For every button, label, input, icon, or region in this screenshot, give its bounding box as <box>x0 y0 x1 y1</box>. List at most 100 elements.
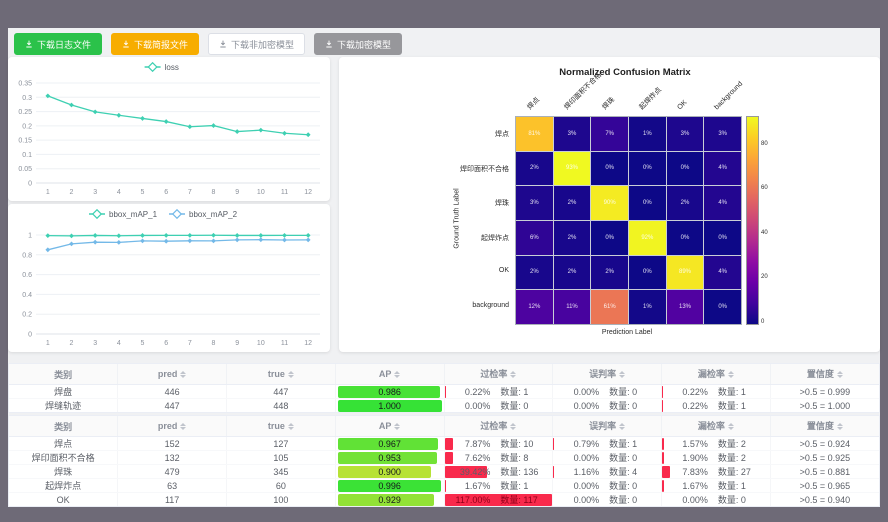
toolbar: 下载日志文件 下载简报文件 下载非加密模型 下载加密模型 <box>14 32 411 56</box>
cls-cell: 焊盘 <box>9 384 119 399</box>
table-row: 焊缝轨迹 447 448 1.000 0.00% 数量: 0 0.00% 数量: 0 0.22%… <box>9 398 879 412</box>
over-rate-cell: 39.42% 数量: 136 <box>444 464 554 479</box>
rate-quantity: 数量: 117 <box>500 495 538 505</box>
rate-quantity: 数量: 136 <box>500 467 539 477</box>
col-header-mis[interactable]: 误判率 <box>552 364 662 385</box>
col-header-conf[interactable]: 置信度 <box>770 416 879 437</box>
sort-caret-icon[interactable] <box>510 368 517 381</box>
col-header-true[interactable]: true <box>226 416 336 437</box>
svg-text:0: 0 <box>28 332 32 339</box>
rate-bar <box>444 479 447 492</box>
matrix-row-label: 焊点 <box>495 131 509 139</box>
data-point <box>258 233 264 238</box>
matrix-cell: 89% <box>666 255 704 290</box>
sort-caret-icon[interactable] <box>287 420 294 433</box>
data-point <box>305 132 311 138</box>
data-point <box>211 232 216 238</box>
app-window: 下载日志文件 下载简报文件 下载非加密模型 下载加密模型 0 0.05 0.1 0.15 0.… <box>8 28 880 507</box>
svg-text:1: 1 <box>46 189 50 196</box>
button-label: 下载非加密模型 <box>231 39 295 50</box>
col-header-ap[interactable]: AP <box>335 416 445 437</box>
miss-rate-cell: 7.83% 数量: 27 <box>661 464 771 479</box>
data-point <box>116 112 122 118</box>
svg-text:0.2: 0.2 <box>22 123 32 130</box>
sort-caret-icon[interactable] <box>180 368 187 381</box>
col-header-cls: 类别 <box>9 364 119 385</box>
legend-item-bbox_mAP_1[interactable]: bbox_mAP_1 <box>89 208 158 220</box>
col-header-ap[interactable]: AP <box>335 364 445 385</box>
matrix-cell: 2% <box>553 221 591 255</box>
sort-caret-icon[interactable] <box>394 368 401 381</box>
matrix-cell: 12% <box>516 290 553 324</box>
pred-cell: 63 <box>117 478 227 493</box>
true-cell: 127 <box>226 436 336 451</box>
svg-text:9: 9 <box>235 189 239 196</box>
legend-item-bbox_mAP_2[interactable]: bbox_mAP_2 <box>169 208 238 220</box>
sort-caret-icon[interactable] <box>836 368 843 381</box>
matrix-cell: 0% <box>666 151 704 186</box>
ap-bar <box>337 479 442 492</box>
matrix-col-label: 起焊炸点 <box>638 86 664 112</box>
col-header-pred[interactable]: pred <box>117 416 227 437</box>
col-header-true[interactable]: true <box>226 364 336 385</box>
rate-bar <box>662 451 665 464</box>
svg-text:0.3: 0.3 <box>22 95 32 102</box>
data-point <box>69 233 74 239</box>
rate-quantity: 数量: 10 <box>500 439 534 449</box>
button-label: 下载加密模型 <box>337 39 392 50</box>
download-log-button[interactable]: 下载日志文件 <box>14 33 103 55</box>
matrix-row-label: OK <box>498 267 509 275</box>
col-header-miss[interactable]: 漏检率 <box>661 416 771 437</box>
sort-caret-icon[interactable] <box>287 368 294 381</box>
rate-percent: 7.62% <box>464 452 491 463</box>
download-icon <box>326 40 332 48</box>
matrix-row-label: 焊珠 <box>495 200 509 208</box>
sort-caret-icon[interactable] <box>727 420 734 433</box>
sort-caret-icon[interactable] <box>619 368 626 381</box>
svg-text:11: 11 <box>281 189 288 196</box>
col-header-over[interactable]: 过检率 <box>444 416 554 437</box>
matrix-row-label: background <box>472 301 509 309</box>
data-point <box>92 239 98 245</box>
svg-text:12: 12 <box>304 189 312 196</box>
download-unencrypted-model-button[interactable]: 下载非加密模型 <box>208 33 306 55</box>
col-header-miss[interactable]: 漏检率 <box>661 364 771 385</box>
download-encrypted-model-button[interactable]: 下载加密模型 <box>314 33 403 55</box>
col-header-conf[interactable]: 置信度 <box>770 364 879 385</box>
conf-cell: >0.5 = 0.924 <box>770 436 879 451</box>
rate-quantity: 数量: 1 <box>500 481 529 491</box>
matrix-cell: 2% <box>516 151 553 186</box>
svg-text:3: 3 <box>93 340 97 347</box>
svg-text:6: 6 <box>164 340 168 347</box>
data-point <box>69 241 74 247</box>
rate-quantity: 数量: 0 <box>609 387 638 397</box>
col-header-over[interactable]: 过检率 <box>444 364 554 385</box>
ap-cell: 0.953 <box>335 450 445 465</box>
rate-percent: 7.87% <box>464 438 491 449</box>
legend-item-loss[interactable]: loss <box>144 61 179 73</box>
conf-cell: >0.5 = 0.999 <box>770 384 879 399</box>
col-header-pred[interactable]: pred <box>117 364 227 385</box>
ap-bar <box>337 451 437 464</box>
svg-text:5: 5 <box>141 340 145 347</box>
ap-cell: 0.996 <box>335 478 445 493</box>
sort-caret-icon[interactable] <box>180 420 187 433</box>
confusion-matrix-card: Normalized Confusion Matrix 81% 3% 7% 1% 3% 3… <box>339 57 880 352</box>
sort-caret-icon[interactable] <box>727 368 734 381</box>
sort-caret-icon[interactable] <box>619 420 626 433</box>
svg-text:1: 1 <box>46 340 50 347</box>
svg-text:0.35: 0.35 <box>18 81 32 88</box>
sort-caret-icon[interactable] <box>836 420 843 433</box>
ap-value: 1.000 <box>378 400 401 411</box>
svg-text:4: 4 <box>117 340 121 347</box>
sort-caret-icon[interactable] <box>394 420 401 433</box>
rate-bar <box>662 465 671 478</box>
rate-quantity: 数量: 1 <box>609 439 638 449</box>
data-point <box>92 233 98 238</box>
conf-cell: >0.5 = 0.925 <box>770 450 879 465</box>
svg-text:2: 2 <box>70 189 74 196</box>
ap-cell: 1.000 <box>335 398 445 412</box>
sort-caret-icon[interactable] <box>510 420 517 433</box>
col-header-mis[interactable]: 误判率 <box>552 416 662 437</box>
download-report-button[interactable]: 下载简报文件 <box>111 33 200 55</box>
